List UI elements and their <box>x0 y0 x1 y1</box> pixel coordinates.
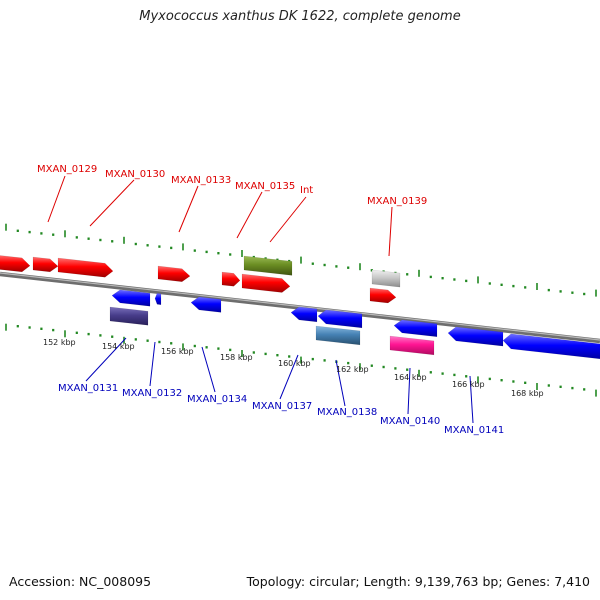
scale-label: 158 kbp <box>220 353 253 362</box>
gene-label-mxan-0138[interactable]: MXAN_0138 <box>317 407 377 418</box>
cds-mxan-0137[interactable] <box>290 306 318 323</box>
cds-mxan-0135[interactable] <box>241 273 291 293</box>
cds-mxan-0140[interactable] <box>393 319 438 338</box>
leader-line <box>149 341 156 387</box>
cds-mxan-0132[interactable] <box>154 292 162 305</box>
scale-label: 154 kbp <box>102 342 135 351</box>
gene-label-int[interactable]: Int <box>300 185 313 196</box>
cds-forward[interactable] <box>221 271 241 287</box>
cds-mxan-0129[interactable] <box>0 255 31 273</box>
scale-label: 168 kbp <box>511 389 544 398</box>
leader-line <box>201 346 216 393</box>
leader-line <box>335 359 346 407</box>
gene-label-mxan-0129[interactable]: MXAN_0129 <box>37 164 97 175</box>
gene-label-mxan-0134[interactable]: MXAN_0134 <box>187 394 247 405</box>
leader-line <box>269 196 307 243</box>
scale-label: 160 kbp <box>278 359 311 368</box>
scale-label: 166 kbp <box>452 380 485 389</box>
leader-line <box>178 185 199 233</box>
accession-text: Accession: NC_008095 <box>9 574 152 589</box>
gene-label-mxan-0141[interactable]: MXAN_0141 <box>444 425 504 436</box>
cds-forward[interactable] <box>32 256 59 273</box>
feature-steel[interactable] <box>315 325 361 346</box>
leader-line <box>47 175 66 223</box>
feature-olive[interactable] <box>243 255 293 276</box>
leader-line <box>469 375 474 424</box>
gene-label-mxan-0131[interactable]: MXAN_0131 <box>58 383 118 394</box>
scale-label: 164 kbp <box>394 373 427 382</box>
label-leader-lines <box>47 175 474 424</box>
feature-pink[interactable] <box>389 335 435 356</box>
gene-label-mxan-0135[interactable]: MXAN_0135 <box>235 181 295 192</box>
gene-label-mxan-0139[interactable]: MXAN_0139 <box>367 196 427 207</box>
gene-label-mxan-0133[interactable]: MXAN_0133 <box>171 175 231 186</box>
gene-label-mxan-0130[interactable]: MXAN_0130 <box>105 169 165 180</box>
cds-mxan-0133[interactable] <box>157 265 191 282</box>
reverse-scale-ticks <box>5 323 597 397</box>
cds-mxan-0131[interactable] <box>111 289 151 307</box>
reverse-gene-labels: MXAN_0131 MXAN_0132 MXAN_0134 MXAN_0137 … <box>58 383 504 436</box>
feature-gray[interactable] <box>371 269 401 288</box>
cds-mxan-0130[interactable] <box>57 257 114 278</box>
cds-mxan-0141[interactable] <box>447 326 504 347</box>
leader-line <box>85 337 127 382</box>
cds-mxan-0138[interactable] <box>317 309 363 329</box>
cds-mxan-0139[interactable] <box>369 287 397 304</box>
scale-label: 156 kbp <box>161 347 194 356</box>
gene-label-mxan-0132[interactable]: MXAN_0132 <box>122 388 182 399</box>
leader-line <box>89 179 135 227</box>
scale-label: 162 kbp <box>336 365 369 374</box>
gene-label-mxan-0140[interactable]: MXAN_0140 <box>380 416 440 427</box>
cds-mxan-0134[interactable] <box>190 296 222 313</box>
feature-purple[interactable] <box>109 306 149 326</box>
forward-gene-labels: MXAN_0129 MXAN_0130 MXAN_0133 MXAN_0135 … <box>37 164 427 207</box>
gene-features <box>0 255 600 360</box>
leader-line <box>407 367 411 415</box>
gene-label-mxan-0137[interactable]: MXAN_0137 <box>252 401 312 412</box>
leader-line <box>279 354 299 400</box>
cds-reverse[interactable] <box>502 333 600 360</box>
leader-line <box>236 191 263 239</box>
scale-labels: 152 kbp 154 kbp 156 kbp 158 kbp 160 kbp … <box>43 338 544 398</box>
genome-summary-text: Topology: circular; Length: 9,139,763 bp… <box>246 574 590 589</box>
map-title: Myxococcus xanthus DK 1622, complete gen… <box>139 9 461 24</box>
leader-line <box>388 206 393 257</box>
scale-label: 152 kbp <box>43 338 76 347</box>
